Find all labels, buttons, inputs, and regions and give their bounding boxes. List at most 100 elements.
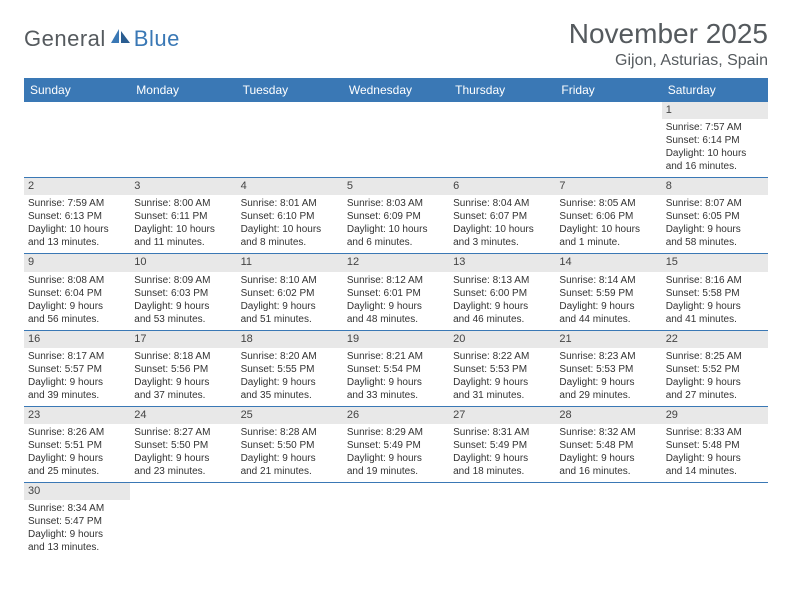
weekday-header: Wednesday — [343, 78, 449, 102]
day-line: Sunset: 5:50 PM — [134, 439, 232, 452]
day-body: Sunrise: 8:05 AMSunset: 6:06 PMDaylight:… — [555, 195, 661, 253]
day-line: and 53 minutes. — [134, 313, 232, 326]
day-line: and 35 minutes. — [241, 389, 339, 402]
logo-text-general: General — [24, 26, 106, 52]
day-line: Sunset: 6:04 PM — [28, 287, 126, 300]
calendar-cell: 22Sunrise: 8:25 AMSunset: 5:52 PMDayligh… — [662, 330, 768, 406]
day-line: Daylight: 9 hours — [134, 452, 232, 465]
day-body: Sunrise: 8:07 AMSunset: 6:05 PMDaylight:… — [662, 195, 768, 253]
header: General Blue November 2025 Gijon, Asturi… — [24, 18, 768, 70]
weekday-header: Saturday — [662, 78, 768, 102]
day-number: 6 — [449, 178, 555, 195]
day-line: Sunrise: 8:31 AM — [453, 426, 551, 439]
calendar-cell: 25Sunrise: 8:28 AMSunset: 5:50 PMDayligh… — [237, 406, 343, 482]
day-line: Sunrise: 8:16 AM — [666, 274, 764, 287]
calendar-cell — [237, 102, 343, 178]
weekday-header: Friday — [555, 78, 661, 102]
day-line: Sunrise: 8:05 AM — [559, 197, 657, 210]
calendar-row: 23Sunrise: 8:26 AMSunset: 5:51 PMDayligh… — [24, 406, 768, 482]
day-line: Daylight: 9 hours — [666, 300, 764, 313]
calendar-cell: 12Sunrise: 8:12 AMSunset: 6:01 PMDayligh… — [343, 254, 449, 330]
day-body: Sunrise: 8:12 AMSunset: 6:01 PMDaylight:… — [343, 272, 449, 330]
day-number: 17 — [130, 331, 236, 348]
calendar-cell: 21Sunrise: 8:23 AMSunset: 5:53 PMDayligh… — [555, 330, 661, 406]
calendar-cell: 14Sunrise: 8:14 AMSunset: 5:59 PMDayligh… — [555, 254, 661, 330]
day-line: Sunrise: 8:04 AM — [453, 197, 551, 210]
day-line: Sunset: 6:05 PM — [666, 210, 764, 223]
day-line: and 29 minutes. — [559, 389, 657, 402]
day-body: Sunrise: 8:16 AMSunset: 5:58 PMDaylight:… — [662, 272, 768, 330]
day-body — [237, 106, 343, 154]
day-line: Sunrise: 8:07 AM — [666, 197, 764, 210]
day-line: Sunset: 6:14 PM — [666, 134, 764, 147]
day-line: Sunrise: 8:14 AM — [559, 274, 657, 287]
calendar-cell: 3Sunrise: 8:00 AMSunset: 6:11 PMDaylight… — [130, 178, 236, 254]
calendar-cell: 8Sunrise: 8:07 AMSunset: 6:05 PMDaylight… — [662, 178, 768, 254]
day-number: 2 — [24, 178, 130, 195]
day-line: Sunset: 6:06 PM — [559, 210, 657, 223]
day-line: Daylight: 9 hours — [453, 376, 551, 389]
day-number: 24 — [130, 407, 236, 424]
calendar-cell: 28Sunrise: 8:32 AMSunset: 5:48 PMDayligh… — [555, 406, 661, 482]
weekday-header-row: Sunday Monday Tuesday Wednesday Thursday… — [24, 78, 768, 102]
day-line: Sunset: 5:55 PM — [241, 363, 339, 376]
day-line: Sunset: 5:49 PM — [453, 439, 551, 452]
day-line: Daylight: 10 hours — [28, 223, 126, 236]
day-body — [449, 106, 555, 154]
day-number: 8 — [662, 178, 768, 195]
day-line: and 58 minutes. — [666, 236, 764, 249]
day-number: 23 — [24, 407, 130, 424]
day-line: Sunrise: 8:01 AM — [241, 197, 339, 210]
day-line: and 51 minutes. — [241, 313, 339, 326]
day-line: Daylight: 9 hours — [134, 300, 232, 313]
day-line: and 6 minutes. — [347, 236, 445, 249]
day-line: and 14 minutes. — [666, 465, 764, 478]
day-line: and 21 minutes. — [241, 465, 339, 478]
day-number: 25 — [237, 407, 343, 424]
weekday-header: Thursday — [449, 78, 555, 102]
day-body — [343, 487, 449, 535]
day-line: Sunrise: 8:08 AM — [28, 274, 126, 287]
day-body: Sunrise: 8:08 AMSunset: 6:04 PMDaylight:… — [24, 272, 130, 330]
day-line: Daylight: 9 hours — [559, 376, 657, 389]
day-line: Daylight: 10 hours — [241, 223, 339, 236]
day-line: Sunset: 5:58 PM — [666, 287, 764, 300]
day-body — [449, 487, 555, 535]
day-number: 29 — [662, 407, 768, 424]
day-number: 27 — [449, 407, 555, 424]
day-number: 7 — [555, 178, 661, 195]
calendar-cell — [343, 102, 449, 178]
day-line: Daylight: 9 hours — [134, 376, 232, 389]
day-line: Sunrise: 8:09 AM — [134, 274, 232, 287]
day-line: Sunset: 5:48 PM — [559, 439, 657, 452]
day-line: Sunset: 5:49 PM — [347, 439, 445, 452]
day-line: Sunrise: 8:25 AM — [666, 350, 764, 363]
day-number: 18 — [237, 331, 343, 348]
day-line: Sunrise: 8:18 AM — [134, 350, 232, 363]
calendar-cell: 19Sunrise: 8:21 AMSunset: 5:54 PMDayligh… — [343, 330, 449, 406]
calendar-row: 2Sunrise: 7:59 AMSunset: 6:13 PMDaylight… — [24, 178, 768, 254]
calendar-cell: 1Sunrise: 7:57 AMSunset: 6:14 PMDaylight… — [662, 102, 768, 178]
day-line: and 27 minutes. — [666, 389, 764, 402]
calendar-cell: 9Sunrise: 8:08 AMSunset: 6:04 PMDaylight… — [24, 254, 130, 330]
day-line: and 41 minutes. — [666, 313, 764, 326]
day-line: Sunset: 6:11 PM — [134, 210, 232, 223]
day-line: Sunrise: 8:26 AM — [28, 426, 126, 439]
day-line: Daylight: 10 hours — [559, 223, 657, 236]
day-number: 15 — [662, 254, 768, 271]
day-number: 9 — [24, 254, 130, 271]
calendar-cell: 20Sunrise: 8:22 AMSunset: 5:53 PMDayligh… — [449, 330, 555, 406]
day-line: and 37 minutes. — [134, 389, 232, 402]
day-number: 16 — [24, 331, 130, 348]
day-line: Sunrise: 8:34 AM — [28, 502, 126, 515]
day-body: Sunrise: 7:59 AMSunset: 6:13 PMDaylight:… — [24, 195, 130, 253]
day-line: Sunset: 5:47 PM — [28, 515, 126, 528]
day-body: Sunrise: 8:04 AMSunset: 6:07 PMDaylight:… — [449, 195, 555, 253]
day-line: Daylight: 9 hours — [559, 300, 657, 313]
day-number: 26 — [343, 407, 449, 424]
day-line: and 48 minutes. — [347, 313, 445, 326]
day-body: Sunrise: 8:00 AMSunset: 6:11 PMDaylight:… — [130, 195, 236, 253]
calendar-cell: 2Sunrise: 7:59 AMSunset: 6:13 PMDaylight… — [24, 178, 130, 254]
day-line: Sunset: 6:10 PM — [241, 210, 339, 223]
day-line: and 16 minutes. — [666, 160, 764, 173]
